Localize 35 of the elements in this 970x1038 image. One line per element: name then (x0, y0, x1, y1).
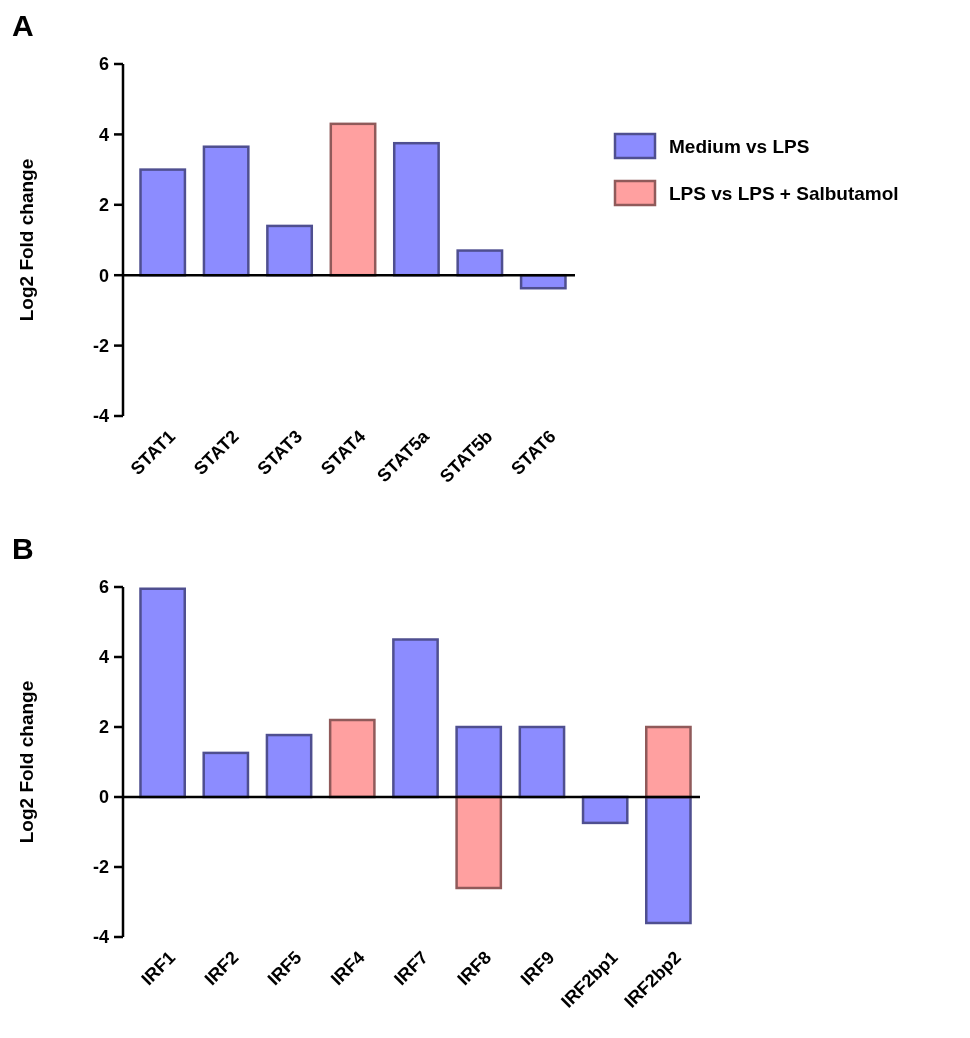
bar (645, 795, 692, 925)
y-tick-label: 0 (98, 265, 109, 286)
bar (392, 638, 439, 799)
y-tick-label: -2 (92, 857, 109, 878)
bar (265, 733, 313, 799)
bar (518, 725, 566, 799)
y-tick-label: -4 (92, 406, 109, 427)
bar (581, 795, 629, 825)
y-tick-label: 4 (98, 124, 109, 145)
bar (139, 168, 187, 277)
y-tick-label: -4 (92, 927, 109, 948)
bar (202, 751, 250, 799)
bar (455, 725, 503, 799)
bar (328, 718, 376, 799)
y-tick-label: 6 (98, 54, 109, 75)
y-tick-label: 4 (98, 647, 109, 668)
y-tick-label: 0 (98, 787, 109, 808)
bar (645, 725, 692, 799)
bar (139, 587, 186, 799)
y-axis-title: Log2 Fold change (16, 158, 37, 322)
bar (329, 122, 377, 277)
bar (392, 141, 440, 277)
bar (455, 795, 503, 890)
legend-label: LPS vs LPS + Salbutamol (669, 182, 899, 204)
chart-title: A (12, 9, 34, 42)
bar (266, 224, 314, 277)
y-axis-title: Log2 Fold change (16, 680, 37, 844)
bar (456, 249, 504, 277)
y-tick-label: 2 (98, 717, 109, 738)
bar (202, 145, 250, 277)
y-tick-label: -2 (92, 335, 109, 356)
y-tick-label: 6 (98, 577, 109, 598)
legend-label: Medium vs LPS (669, 135, 810, 157)
chart-title: B (12, 532, 34, 565)
y-tick-label: 2 (98, 195, 109, 216)
